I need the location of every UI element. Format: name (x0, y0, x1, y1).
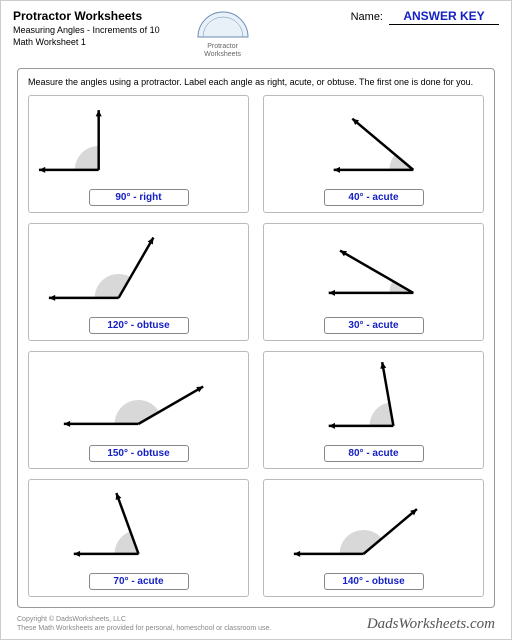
page-title: Protractor Worksheets (13, 9, 160, 23)
logo-text-2: Worksheets (204, 51, 241, 58)
copyright-text: Copyright © DadsWorksheets, LLC (17, 615, 271, 624)
angle-cell: 80° - acute (263, 351, 484, 469)
answer-box: 120° - obtuse (89, 317, 189, 334)
name-label: Name: (351, 11, 383, 23)
angle-cell: 90° - right (28, 95, 249, 213)
header-left: Protractor Worksheets Measuring Angles -… (13, 9, 160, 47)
angle-diagram (29, 100, 248, 182)
logo-text-1: Protractor (207, 43, 238, 50)
protractor-icon (193, 9, 253, 41)
protractor-logo: ProtractorWorksheets (188, 9, 258, 58)
footer-copy: Copyright © DadsWorksheets, LLC These Ma… (17, 615, 271, 633)
main-panel: Measure the angles using a protractor. L… (17, 68, 495, 608)
worksheet-page: Protractor Worksheets Measuring Angles -… (0, 0, 512, 640)
answer-box: 150° - obtuse (89, 445, 189, 462)
angle-diagram (264, 356, 483, 438)
angle-cell: 40° - acute (263, 95, 484, 213)
subtitle-1: Measuring Angles - Increments of 10 (13, 25, 160, 35)
answer-box: 70° - acute (89, 573, 189, 590)
instruction-text: Measure the angles using a protractor. L… (28, 77, 484, 87)
angle-diagram (29, 228, 248, 310)
angle-cell: 120° - obtuse (28, 223, 249, 341)
angle-cell: 30° - acute (263, 223, 484, 341)
answer-box: 90° - right (89, 189, 189, 206)
tagline-text: These Math Worksheets are provided for p… (17, 624, 271, 633)
angle-diagram (264, 228, 483, 310)
name-value: ANSWER KEY (389, 9, 499, 25)
name-field: Name: ANSWER KEY (351, 9, 499, 25)
answer-box: 40° - acute (324, 189, 424, 206)
answer-box: 140° - obtuse (324, 573, 424, 590)
header: Protractor Worksheets Measuring Angles -… (1, 1, 511, 62)
answer-box: 30° - acute (324, 317, 424, 334)
angle-cell: 140° - obtuse (263, 479, 484, 597)
angle-diagram (264, 100, 483, 182)
footer-brand: DadsWorksheets.com (367, 616, 495, 633)
angle-grid: 90° - right 40° - acute 120° - obtuse 30… (28, 95, 484, 597)
angle-diagram (29, 484, 248, 566)
angle-diagram (29, 356, 248, 438)
angle-diagram (264, 484, 483, 566)
footer: Copyright © DadsWorksheets, LLC These Ma… (17, 615, 495, 633)
subtitle-2: Math Worksheet 1 (13, 37, 160, 47)
angle-cell: 150° - obtuse (28, 351, 249, 469)
angle-cell: 70° - acute (28, 479, 249, 597)
answer-box: 80° - acute (324, 445, 424, 462)
